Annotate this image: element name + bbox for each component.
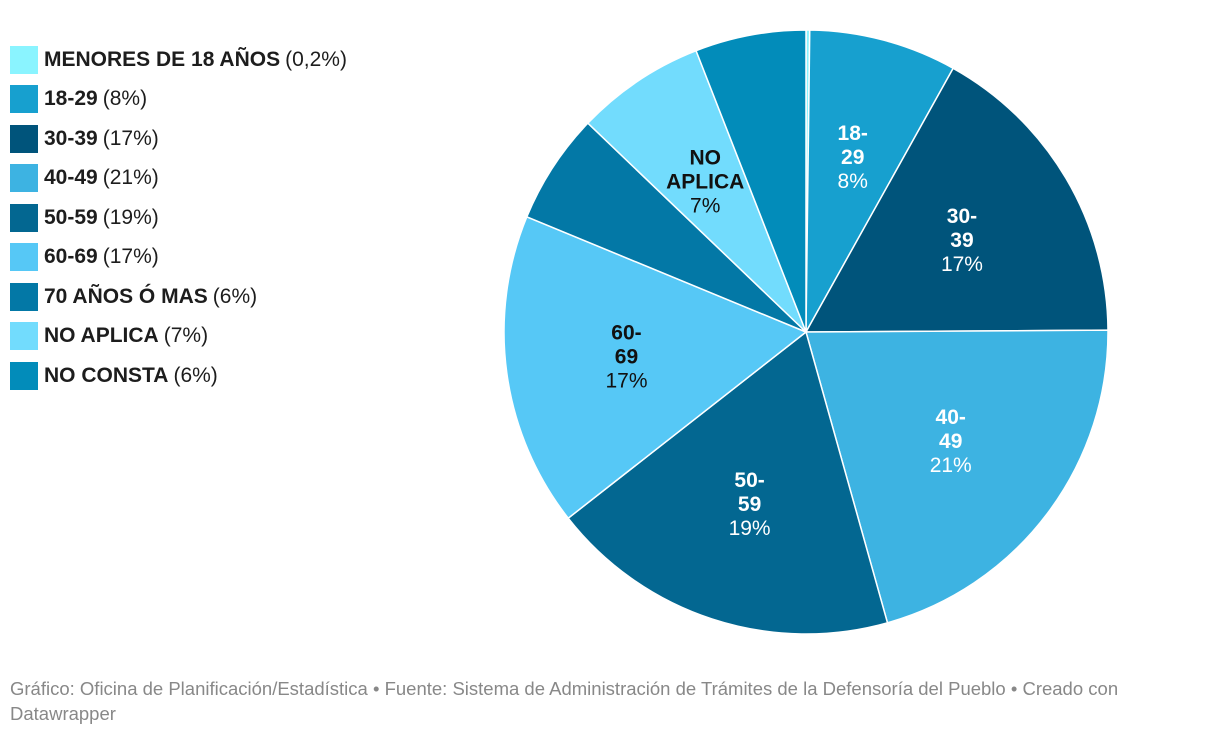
legend-item: NO CONSTA (6%) bbox=[10, 356, 347, 396]
legend-swatch bbox=[10, 322, 38, 351]
slice-label-name: 69 bbox=[615, 346, 638, 369]
legend-item: MENORES DE 18 AÑOS (0,2%) bbox=[10, 40, 347, 80]
legend-item: 60-69 (17%) bbox=[10, 238, 347, 278]
legend-label: 18-29 bbox=[44, 87, 98, 111]
pie-slice bbox=[503, 215, 808, 520]
slice-label-percent: 8% bbox=[838, 170, 868, 193]
slice-label-name: 50- bbox=[734, 469, 764, 492]
legend-percent: (17%) bbox=[102, 245, 159, 269]
pie-slice bbox=[804, 67, 1109, 333]
legend-percent: (21%) bbox=[102, 166, 159, 190]
footer-credits: Gráfico: Oficina de Planificación/Estadí… bbox=[10, 678, 1119, 724]
legend-label: MENORES DE 18 AÑOS bbox=[44, 47, 281, 71]
legend-percent: (6%) bbox=[212, 284, 258, 308]
slice-label-name: NO bbox=[689, 146, 721, 169]
slice-label-percent: 17% bbox=[941, 253, 983, 276]
legend-label: 70 AÑOS Ó MAS bbox=[44, 284, 208, 308]
slice-label-name: 40- bbox=[936, 406, 966, 429]
legend-swatch bbox=[10, 243, 38, 272]
slice-label-name: 60- bbox=[611, 322, 641, 345]
slice-label-name: 39 bbox=[950, 229, 973, 252]
legend-swatch bbox=[10, 45, 38, 74]
legend-swatch bbox=[10, 124, 38, 153]
legend-label: NO APLICA bbox=[44, 324, 159, 348]
slice-label-name: 29 bbox=[841, 146, 864, 169]
legend-item: 50-59 (19%) bbox=[10, 198, 347, 238]
slice-label-name: 18- bbox=[838, 122, 868, 145]
legend-percent: (0,2%) bbox=[285, 47, 347, 71]
slice-label-percent: 21% bbox=[930, 454, 972, 477]
legend-percent: (7%) bbox=[163, 324, 209, 348]
slice-label-name: 49 bbox=[939, 430, 962, 453]
legend-label: 30-39 bbox=[44, 126, 98, 150]
legend-label: 60-69 bbox=[44, 245, 98, 269]
legend-swatch bbox=[10, 361, 38, 390]
legend-item: 70 AÑOS Ó MAS (6%) bbox=[10, 277, 347, 317]
pie-slice bbox=[567, 330, 889, 635]
slice-label-percent: 17% bbox=[605, 370, 647, 393]
legend-swatch bbox=[10, 85, 38, 114]
legend-percent: (19%) bbox=[102, 205, 159, 229]
slice-label-name: 30- bbox=[947, 205, 977, 228]
legend-label: 40-49 bbox=[44, 166, 98, 190]
slice-label-percent: 7% bbox=[690, 194, 720, 217]
slice-label-name: 59 bbox=[738, 493, 761, 516]
slice-label: 18-298% bbox=[838, 122, 868, 193]
legend-item: 30-39 (17%) bbox=[10, 119, 347, 159]
slice-label-name: APLICA bbox=[666, 170, 744, 193]
legend-percent: (6%) bbox=[173, 363, 218, 387]
slice-label-percent: 19% bbox=[729, 517, 771, 540]
pie-slice bbox=[805, 329, 1109, 624]
legend-label: 50-59 bbox=[44, 205, 98, 229]
legend-item: NO APLICA (7%) bbox=[10, 317, 347, 357]
legend-swatch bbox=[10, 164, 38, 193]
legend-percent: (8%) bbox=[102, 87, 148, 111]
legend-percent: (17%) bbox=[102, 126, 159, 150]
legend-label: NO CONSTA bbox=[44, 363, 169, 387]
legend-item: 18-29 (8%) bbox=[10, 80, 347, 120]
legend-item: 40-49 (21%) bbox=[10, 159, 347, 199]
pie-slice bbox=[586, 49, 807, 333]
legend-swatch bbox=[10, 282, 38, 311]
pie-slice bbox=[805, 29, 955, 333]
legend-swatch bbox=[10, 203, 38, 232]
pie-slice bbox=[695, 29, 807, 333]
legend: MENORES DE 18 AÑOS (0,2%) 18-29 (8%) 30-39 (1… bbox=[10, 40, 347, 396]
